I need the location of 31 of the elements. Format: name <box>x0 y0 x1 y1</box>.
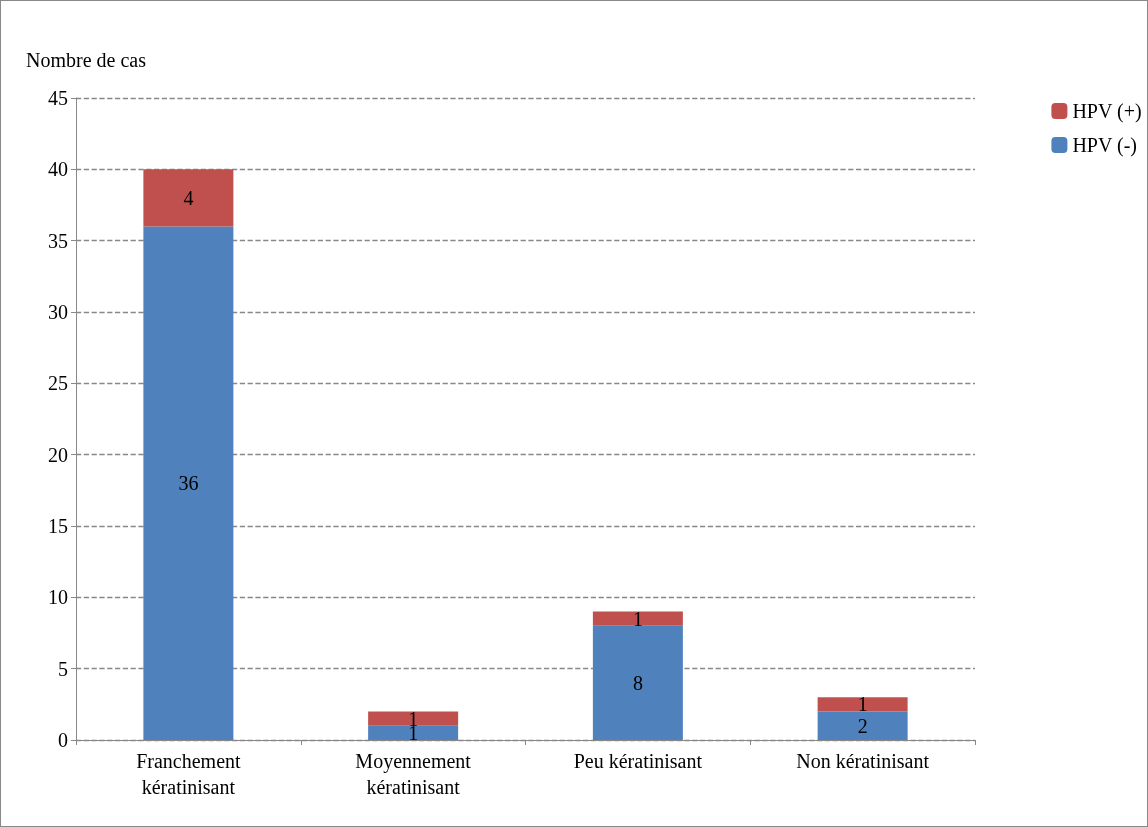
x-tick-label: Non kératinisant <box>796 750 930 772</box>
legend-label: HPV (-) <box>1072 134 1138 157</box>
y-tick-label: 40 <box>48 158 68 181</box>
legend-label: HPV (+) <box>1072 100 1142 123</box>
bar <box>143 226 234 740</box>
y-tick-label: 25 <box>48 372 68 395</box>
bar <box>368 711 459 726</box>
data-label: 2 <box>857 714 868 737</box>
y-tick-label: 10 <box>48 586 68 609</box>
bar <box>368 725 459 740</box>
bar <box>592 625 683 740</box>
y-tick-label: 5 <box>58 657 68 680</box>
x-tick-label: Peu kératinisant <box>573 750 703 772</box>
y-tick-label: 35 <box>48 229 68 252</box>
bar <box>817 711 908 740</box>
y-tick-label: 20 <box>48 443 68 466</box>
x-tick-label: Moyennement kératinisant <box>355 750 472 798</box>
bar <box>592 611 683 626</box>
data-label: 8 <box>632 671 643 694</box>
y-tick-label: 30 <box>48 301 68 323</box>
y-tick-label: 0 <box>58 729 68 751</box>
data-label: 1 <box>632 607 643 630</box>
x-tick-label: Franchement kératinisant <box>136 750 242 798</box>
bar <box>817 697 908 712</box>
data-label: 4 <box>183 186 194 209</box>
y-axis-title: Nombre de cas <box>26 49 147 71</box>
y-tick-label: 15 <box>48 515 68 537</box>
data-label: 36 <box>178 472 199 495</box>
data-label: 1 <box>857 693 868 716</box>
bar <box>143 169 234 227</box>
y-tick-label: 45 <box>48 87 68 109</box>
